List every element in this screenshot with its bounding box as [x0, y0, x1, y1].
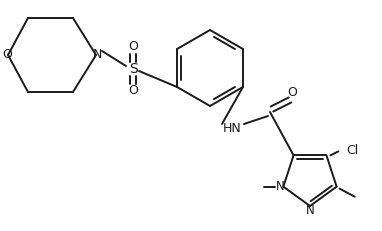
Text: O: O	[128, 85, 138, 97]
Text: O: O	[2, 49, 12, 61]
Text: S: S	[129, 62, 138, 76]
Text: N: N	[92, 49, 102, 61]
Text: N: N	[276, 180, 285, 193]
Text: Cl: Cl	[346, 144, 359, 157]
Text: HN: HN	[223, 122, 241, 134]
Text: O: O	[128, 40, 138, 54]
Text: O: O	[287, 86, 297, 100]
Text: N: N	[306, 204, 314, 218]
